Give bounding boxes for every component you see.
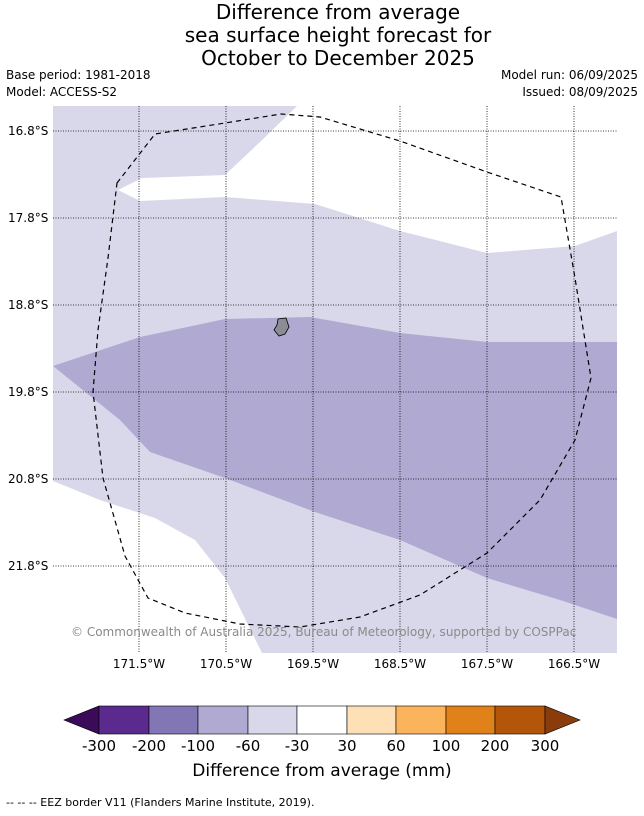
colorbar-tick: 300 — [530, 737, 560, 755]
colorbar-segment — [445, 705, 496, 735]
gridlines — [53, 106, 617, 653]
colorbar-tick: 60 — [386, 737, 406, 755]
lon-label: 169.5°W — [286, 657, 340, 671]
issued-date: Issued: 08/09/2025 — [522, 85, 638, 99]
meta-left: Base period: 1981-2018 Model: ACCESS-S2 — [6, 67, 151, 101]
lat-label: 19.8°S — [8, 385, 49, 399]
colorbar-tick: 200 — [480, 737, 510, 755]
colorbar-segment — [197, 705, 249, 735]
eez-footnote: -- -- -- EEZ border V11 (Flanders Marine… — [6, 796, 315, 809]
colorbar-over-arrow — [544, 705, 581, 735]
colorbar-tick: -200 — [131, 737, 167, 755]
colorbar-segment — [494, 705, 546, 735]
colorbar-segment — [148, 705, 199, 735]
colorbar-segment — [346, 705, 397, 735]
lon-label: 170.5°W — [199, 657, 253, 671]
lon-label: 168.5°W — [373, 657, 427, 671]
colorbar-tick: -60 — [235, 737, 261, 755]
colorbar-label: Difference from average (mm) — [192, 761, 452, 781]
colorbar-segment — [247, 705, 298, 735]
title-line-3: October to December 2025 — [201, 46, 475, 70]
lon-label: 166.5°W — [547, 657, 601, 671]
copyright-text: © Commonwealth of Australia 2025, Bureau… — [71, 625, 577, 639]
lat-label: 17.8°S — [8, 211, 49, 225]
title-line-1: Difference from average — [215, 0, 461, 24]
chart-title: Difference from average sea surface heig… — [0, 1, 644, 70]
negative-band-region — [53, 317, 617, 619]
lon-label: 171.5°W — [112, 657, 166, 671]
colorbar-segment — [395, 705, 447, 735]
model-name: Model: ACCESS-S2 — [6, 85, 118, 99]
meta-right: Model run: 06/09/2025 Issued: 08/09/2025 — [501, 67, 638, 101]
colorbar-tick: -100 — [180, 737, 216, 755]
lat-label: 20.8°S — [8, 472, 49, 486]
island-land — [273, 317, 290, 337]
colorbar-under-arrow — [63, 705, 100, 735]
colorbar-segment — [98, 705, 150, 735]
colorbar-tick: 30 — [337, 737, 357, 755]
neutral-region-north — [118, 106, 617, 253]
lat-label: 18.8°S — [8, 298, 49, 312]
colorbar-tick: 100 — [431, 737, 461, 755]
colorbar-tick: -300 — [81, 737, 117, 755]
neutral-region-southwest — [53, 481, 262, 653]
colorbar-segment — [296, 705, 348, 735]
lon-label: 167.5°W — [460, 657, 514, 671]
colorbar-tick: -30 — [284, 737, 310, 755]
lat-label: 21.8°S — [8, 559, 49, 573]
lat-label: 16.8°S — [8, 124, 49, 138]
base-period: Base period: 1981-2018 — [6, 68, 151, 82]
model-run: Model run: 06/09/2025 — [500, 68, 638, 82]
title-line-2: sea surface height forecast for — [184, 23, 492, 47]
eez-border — [92, 113, 592, 628]
